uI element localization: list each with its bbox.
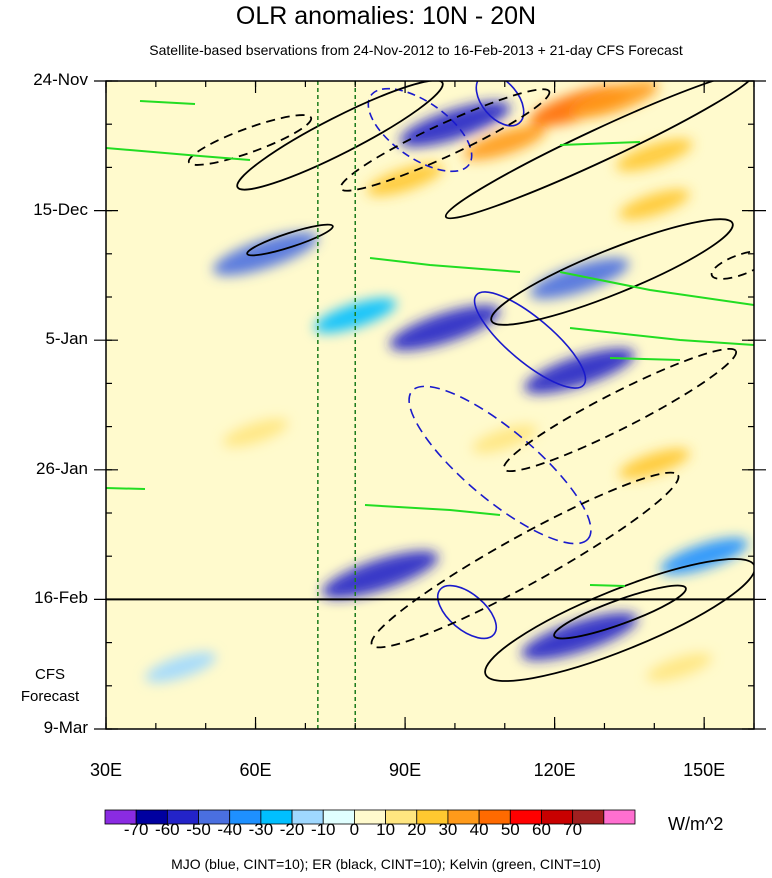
y-tick-label: 16-Feb	[34, 588, 88, 608]
mjo-contour	[408, 385, 592, 545]
kelvin-contour	[559, 141, 641, 146]
positive-anomaly	[618, 189, 690, 220]
colorbar-tick-label: 70	[563, 820, 583, 839]
colorbar-tick-label: -60	[155, 820, 180, 839]
positive-anomaly	[463, 125, 546, 160]
colorbar-tick-label: -20	[279, 820, 305, 839]
negative-anomaly	[145, 652, 217, 683]
y-tick-label: 5-Jan	[45, 329, 88, 349]
positive-anomaly	[646, 653, 712, 682]
er-contour	[710, 250, 754, 280]
mjo-contour	[473, 291, 587, 389]
colorbar-tick-label: 40	[469, 820, 489, 839]
plot-background	[106, 81, 754, 729]
negative-anomaly	[321, 550, 439, 599]
reference-lines	[317, 81, 356, 729]
kelvin-contour	[139, 100, 196, 105]
colorbar-swatch	[603, 809, 636, 825]
y-tick-label: 24-Nov	[33, 70, 88, 89]
wave-contours	[106, 81, 754, 682]
cfs-forecast-label: CFS Forecast	[0, 664, 100, 708]
kelvin-contour	[364, 504, 501, 516]
chart-title: OLR anomalies: 10N - 20N	[235, 2, 537, 30]
x-tick-label: 150E	[683, 760, 726, 780]
colorbar-tick-label: -40	[217, 820, 242, 839]
er-contour	[553, 584, 687, 640]
negative-anomaly	[389, 305, 501, 351]
colorbar-tick-label: -30	[248, 820, 274, 839]
colorbar-tick-label: 60	[532, 820, 551, 839]
kelvin-contour	[106, 147, 251, 161]
y-tick-label: 9-Mar	[43, 718, 88, 737]
colorbar-units: W/m^2	[668, 814, 724, 834]
positive-anomaly	[616, 138, 693, 172]
contour-legend-note: MJO (blue, CINT=10); ER (black, CINT=10)…	[171, 856, 601, 872]
kelvin-contour	[559, 271, 754, 306]
kelvin-contour	[569, 327, 754, 346]
colorbar-tick-label: -50	[186, 820, 211, 839]
colorbar	[104, 809, 636, 825]
er-contour	[339, 88, 551, 192]
axis-ticks	[94, 80, 766, 730]
y-tick-label: 15-Dec	[33, 199, 88, 219]
colorbar-tick-label: 50	[500, 820, 520, 839]
mjo-contour	[436, 584, 498, 640]
x-tick-label: 120E	[533, 760, 576, 780]
negative-anomaly	[524, 348, 635, 394]
colorbar-tick-label: 20	[407, 820, 427, 839]
er-contour	[444, 81, 754, 220]
er-contour	[484, 558, 754, 682]
colorbar-tick-label: -10	[310, 820, 336, 839]
negative-anomaly	[529, 257, 630, 299]
mjo-contour	[367, 87, 473, 173]
positive-anomaly	[472, 424, 538, 453]
cfs-label-line-1: CFS	[35, 666, 65, 683]
colorbar-tick-label: -70	[123, 820, 149, 839]
positive-anomaly	[366, 163, 444, 196]
positive-anomaly	[223, 418, 289, 447]
er-contour	[236, 81, 444, 191]
er-contour	[502, 347, 738, 473]
er-contour	[490, 218, 734, 326]
positive-anomaly	[618, 448, 690, 479]
kelvin-contour	[609, 357, 681, 361]
cfs-label-line-2: Forecast	[20, 688, 80, 705]
colorbar-tick-label: 30	[438, 820, 458, 839]
x-tick-label: 60E	[239, 760, 272, 780]
er-contour	[370, 471, 680, 649]
colorbar-tick-label: 10	[376, 820, 396, 839]
mjo-contour	[475, 81, 525, 127]
er-contour	[246, 223, 334, 257]
chart-subtitle: Satellite-based bservations from 24-Nov-…	[149, 42, 683, 58]
x-tick-label: 90E	[389, 760, 422, 780]
x-tick-label: 30E	[89, 760, 123, 780]
er-contour	[187, 114, 313, 166]
kelvin-contour	[369, 257, 521, 273]
y-tick-label: 26-Jan	[36, 458, 88, 478]
kelvin-contour	[106, 487, 146, 490]
colorbar-tick-label: 0	[349, 820, 360, 839]
plot-frame	[105, 80, 755, 730]
negative-anomaly	[660, 537, 749, 575]
kelvin-contour	[589, 584, 626, 587]
positive-anomaly	[570, 81, 659, 118]
